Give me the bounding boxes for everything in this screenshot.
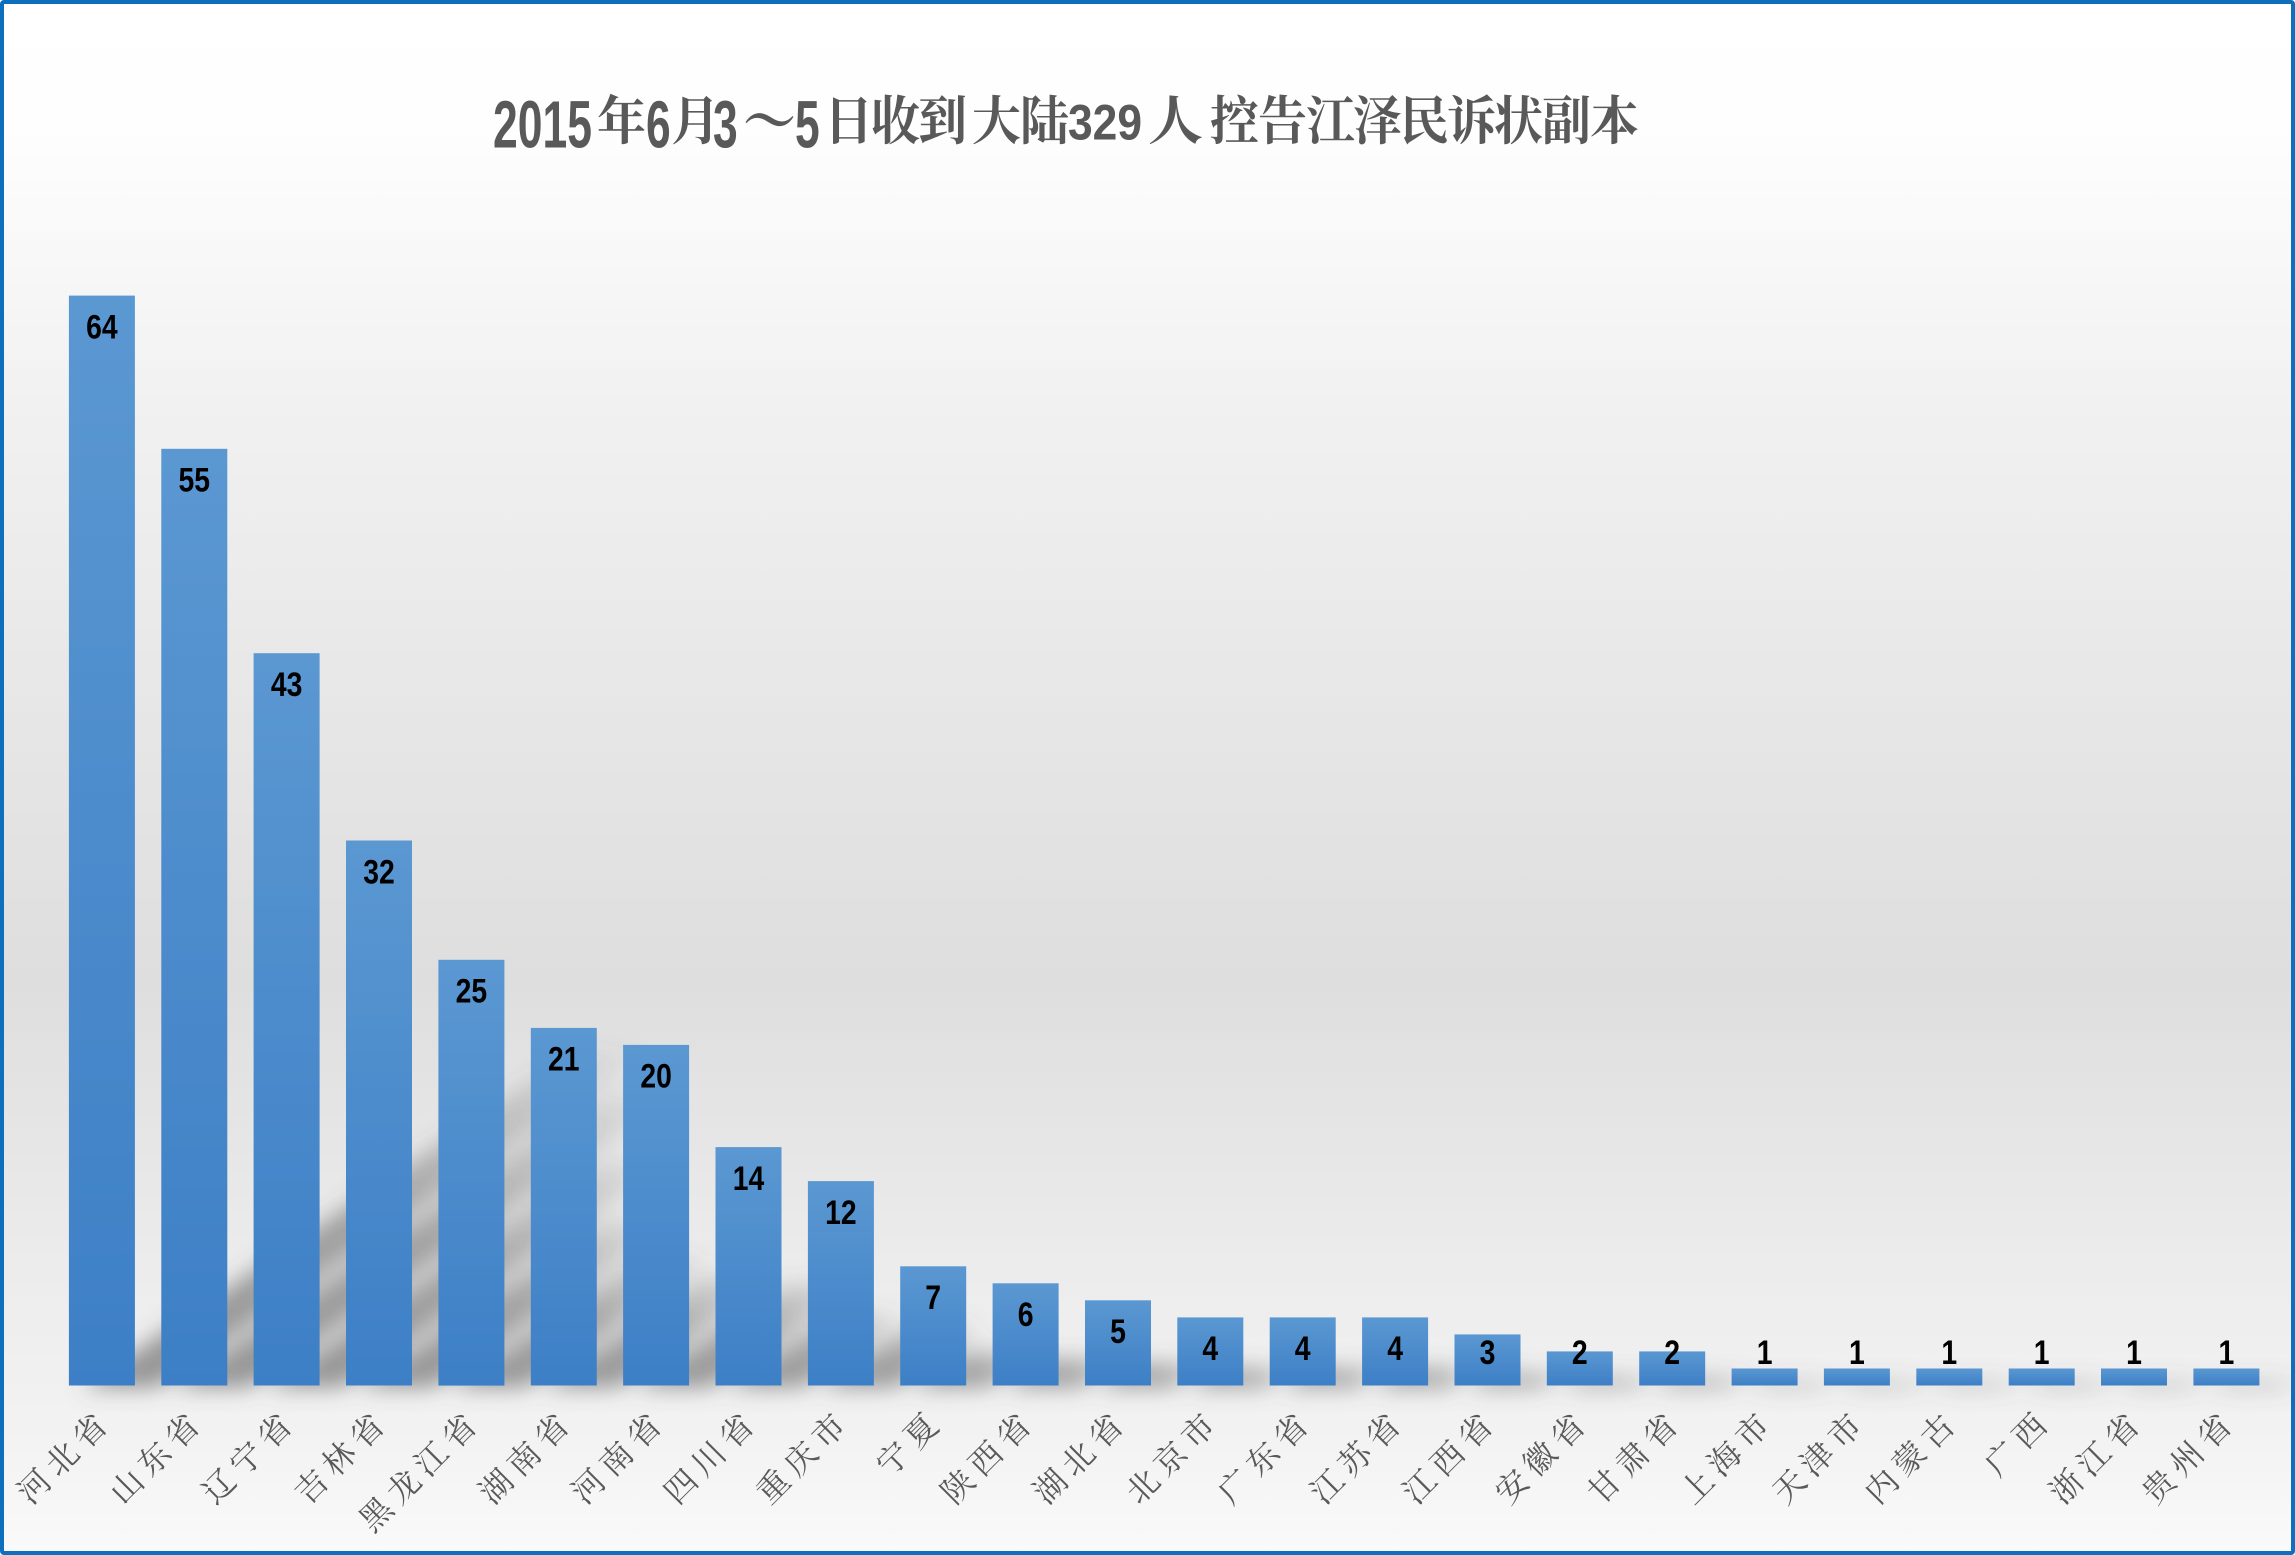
svg-text:1: 1 bbox=[2034, 1334, 2050, 1372]
svg-text:14: 14 bbox=[733, 1160, 765, 1198]
svg-text:4: 4 bbox=[1202, 1330, 1218, 1368]
svg-text:4: 4 bbox=[1387, 1330, 1403, 1368]
svg-text:1: 1 bbox=[1849, 1334, 1865, 1372]
svg-text:55: 55 bbox=[179, 462, 211, 500]
svg-text:64: 64 bbox=[86, 308, 118, 346]
svg-text:2015: 2015 bbox=[493, 88, 592, 163]
svg-text:6: 6 bbox=[646, 88, 671, 163]
svg-text:32: 32 bbox=[363, 853, 395, 891]
svg-text:3: 3 bbox=[713, 88, 738, 163]
svg-text:1: 1 bbox=[2126, 1334, 2142, 1372]
svg-text:6: 6 bbox=[1018, 1296, 1034, 1334]
svg-text:20: 20 bbox=[640, 1058, 672, 1096]
svg-text:2: 2 bbox=[1572, 1334, 1588, 1372]
svg-text:2: 2 bbox=[1664, 1334, 1680, 1372]
svg-text:25: 25 bbox=[456, 973, 488, 1011]
svg-text:1: 1 bbox=[2219, 1334, 2235, 1372]
svg-text:7: 7 bbox=[925, 1279, 941, 1317]
svg-text:21: 21 bbox=[548, 1041, 580, 1079]
svg-text:1: 1 bbox=[1941, 1334, 1957, 1372]
svg-text:5: 5 bbox=[795, 88, 820, 163]
svg-text:4: 4 bbox=[1295, 1330, 1311, 1368]
svg-text:3: 3 bbox=[1480, 1334, 1496, 1372]
svg-text:5: 5 bbox=[1110, 1313, 1126, 1351]
svg-text:43: 43 bbox=[271, 666, 303, 704]
svg-text:12: 12 bbox=[825, 1194, 857, 1232]
svg-text:1: 1 bbox=[1757, 1334, 1773, 1372]
svg-text:329: 329 bbox=[1068, 94, 1142, 151]
